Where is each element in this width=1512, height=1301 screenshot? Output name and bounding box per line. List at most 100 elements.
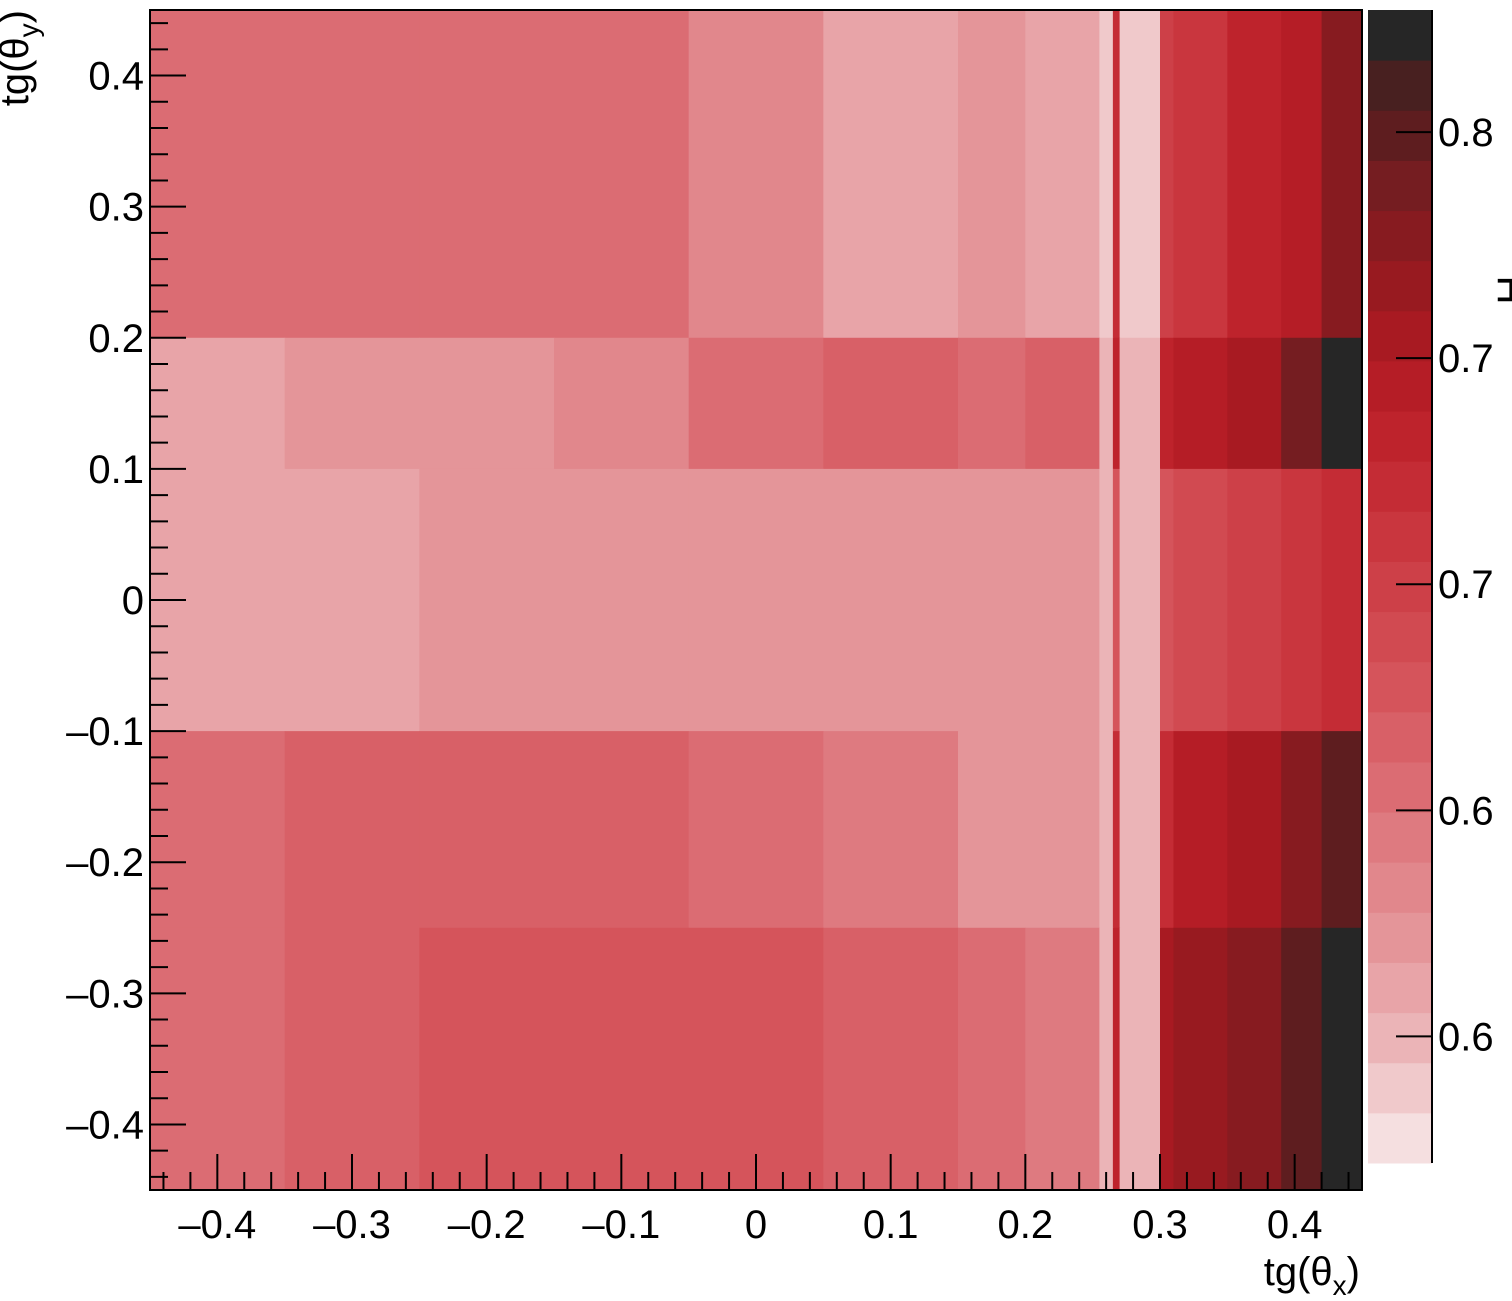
colorbar-segment [1368,611,1432,663]
heatmap-cell [1173,468,1228,732]
heatmap-cell [1281,337,1323,470]
y-tick-label: 0.4 [88,55,144,99]
heatmap-cell [150,10,286,339]
x-tick-label: –0.4 [178,1203,256,1247]
heatmap-cell [284,731,420,929]
heatmap-cell [1173,10,1228,339]
heatmap-cell [1281,468,1323,732]
colorbar-segment [1368,461,1432,512]
heatmap-cell [1321,468,1363,732]
heatmap-cell [419,927,555,1191]
heatmap-cell [419,731,555,929]
heatmap-cell [1227,927,1282,1191]
colorbar-tick-label: 0.7 [1438,563,1494,607]
colorbar-segment [1368,761,1432,813]
heatmap-cell [1160,337,1174,470]
heatmap-cell [1281,731,1323,929]
y-tick-label: 0.3 [88,186,144,230]
heatmap-cell [688,731,824,929]
y-axis-label-close: ) [0,10,37,23]
colorbar-segment [1368,711,1432,763]
y-tick-label: 0.1 [88,448,144,492]
heatmap-cell [1025,927,1100,1191]
y-tick-label: 0 [122,579,144,623]
heatmap-cell [419,10,555,339]
heatmap-cell [958,468,1026,732]
x-tick-label: –0.2 [448,1203,526,1247]
x-tick-label: 0.1 [863,1203,919,1247]
heatmap-cell [150,337,286,470]
heatmap-cell [823,337,959,470]
colorbar-segment [1368,210,1432,262]
heatmap-cell [1160,731,1174,929]
y-axis-label-sub: y [13,23,44,37]
colorbar-segment [1368,360,1432,412]
heatmap-cell [1112,731,1121,929]
x-tick-label: 0.3 [1132,1203,1188,1247]
colorbar-tick-label: 0.7 [1438,337,1494,381]
heatmap-cell [1160,468,1174,732]
x-axis-label: tg(θx) [1264,1250,1360,1301]
heatmap-cell [1099,927,1114,1191]
colorbar-tick-label: 0.6 [1438,1015,1494,1059]
x-axis-label-sub: x [1333,1270,1347,1301]
x-axis-label-main: tg(θ [1264,1250,1333,1294]
heatmap-cell [823,927,959,1191]
heatmap-cell [284,468,420,732]
colorbar [1368,10,1432,1164]
colorbar-segment [1368,160,1432,212]
heatmap-cell [823,731,959,929]
y-tick-label: 0.2 [88,317,144,361]
heatmap-cell [958,10,1026,339]
heatmap-cells [150,10,1363,1191]
heatmap-cell [284,10,420,339]
y-tick-label: –0.3 [66,972,144,1016]
colorbar-segment [1368,912,1432,963]
colorbar-segment [1368,511,1432,562]
heatmap-cell [284,337,420,470]
heatmap-cell [284,927,420,1191]
colorbar-segment [1368,60,1432,111]
heatmap-cell [823,10,959,339]
heatmap-cell [554,468,690,732]
heatmap-cell [1112,927,1121,1191]
heatmap-cell [150,927,286,1191]
heatmap-cell [419,468,555,732]
colorbar-segment [1368,1112,1432,1164]
colorbar-tick-label: 0.6 [1438,789,1494,833]
heatmap-cell [1321,10,1363,339]
heatmap-cell [1112,10,1121,339]
heatmap-cell [958,731,1026,929]
colorbar-segment [1368,962,1432,1014]
colorbar-segment [1368,812,1432,863]
heatmap-cell [1160,927,1174,1191]
x-axis-ticks: –0.4 –0.3 –0.2 –0.1 0 0.1 0.2 0.3 0.4 [162,1154,1350,1247]
colorbar-tick-label: 0.8 [1438,111,1494,155]
heatmap-cell [1281,10,1323,339]
heatmap-cell [688,337,824,470]
heatmap-cell [823,468,959,732]
x-tick-label: –0.1 [582,1203,660,1247]
heatmap-cell [1025,731,1100,929]
heatmap-cell [688,10,824,339]
colorbar-segment [1368,862,1432,913]
heatmap-cell [1099,468,1114,732]
heatmap-cell [1119,731,1161,929]
heatmap-cell [554,10,690,339]
heatmap-cell [1227,731,1282,929]
heatmap-cell [1160,10,1174,339]
heatmap-cell [419,337,555,470]
colorbar-ticks: 0.6 0.6 0.7 0.7 0.8 [1396,10,1494,1163]
x-axis-label-close: ) [1347,1250,1360,1294]
heatmap-cell [1321,731,1363,929]
heatmap-cell [554,927,690,1191]
heatmap-cell [1119,927,1161,1191]
heatmap-cell [1112,337,1121,470]
y-axis-ticks: –0.4 –0.3 –0.2 –0.1 0 0.1 0.2 0.3 0.4 [66,22,186,1178]
colorbar-segment [1368,1012,1432,1064]
heatmap-cell [1227,337,1282,470]
heatmap-cell [150,731,286,929]
colorbar-label: H [1490,276,1512,305]
x-tick-label: 0.4 [1267,1203,1323,1247]
